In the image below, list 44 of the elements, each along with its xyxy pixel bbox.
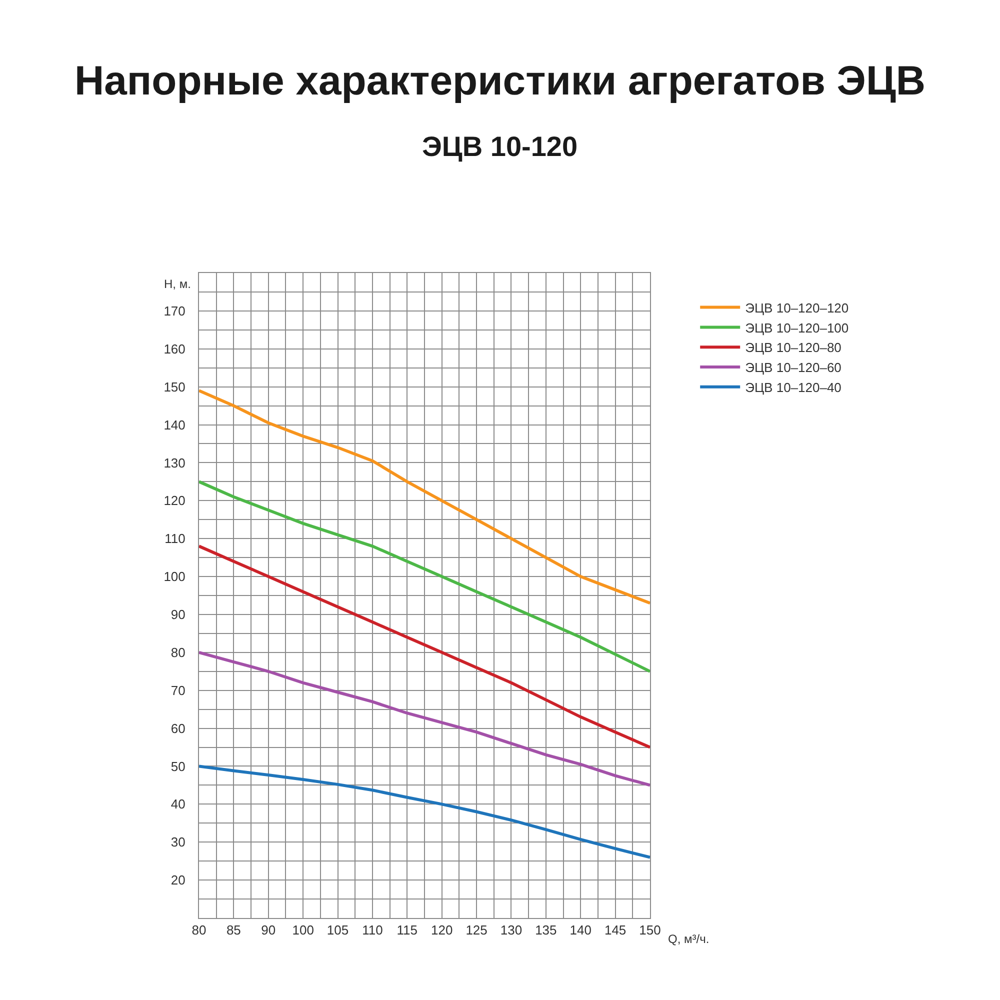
line-series <box>199 764 650 859</box>
legend-label: ЭЦВ 10–120–40 <box>745 380 842 395</box>
x-tick-label: 130 <box>500 922 522 938</box>
x-tick-label: 150 <box>639 922 661 938</box>
chart-title: Напорные характеристики агрегатов ЭЦВ <box>74 57 926 104</box>
x-tick-label: 105 <box>326 922 349 938</box>
y-tick-label: 110 <box>164 531 186 546</box>
x-tick-label: 85 <box>226 922 241 938</box>
x-tick-label: 90 <box>261 922 276 938</box>
legend-label: ЭЦВ 10–120–120 <box>745 300 849 316</box>
line-series <box>199 480 650 673</box>
y-tick-label: 170 <box>164 303 186 318</box>
y-axis-title: Н, м. <box>164 277 191 291</box>
y-tick-label: 90 <box>170 607 186 622</box>
legend-label: ЭЦВ 10–120–80 <box>745 340 842 356</box>
y-tick-label: 130 <box>164 455 186 470</box>
y-tick-label: 30 <box>170 834 186 850</box>
y-tick-label: 60 <box>170 720 186 736</box>
y-tick-label: 140 <box>164 417 186 432</box>
y-tick-label: 20 <box>170 872 186 888</box>
y-tick-label: 80 <box>170 644 186 660</box>
y-tick-label: 150 <box>164 379 186 394</box>
x-tick-label: 100 <box>292 922 314 938</box>
x-tick-label: 120 <box>431 922 453 938</box>
x-tick-label: 125 <box>466 922 488 938</box>
x-tick-label: 145 <box>604 922 626 938</box>
x-tick-label: 135 <box>535 922 557 938</box>
y-tick-label: 120 <box>164 493 186 508</box>
y-tick-label: 100 <box>164 569 186 584</box>
y-tick-label: 40 <box>170 796 186 812</box>
x-tick-label: 80 <box>192 922 206 938</box>
y-tick-label: 70 <box>170 682 186 698</box>
x-tick-label: 140 <box>570 922 592 938</box>
x-axis-title: Q, м³/ч. <box>668 932 710 946</box>
line-series <box>199 389 650 605</box>
legend-label: ЭЦВ 10–120–60 <box>745 360 842 376</box>
y-tick-label: 160 <box>164 341 186 356</box>
line-series <box>199 544 650 749</box>
legend-label: ЭЦВ 10–120–100 <box>745 320 849 336</box>
chart-subtitle: ЭЦВ 10-120 <box>422 131 578 162</box>
x-tick-label: 115 <box>396 922 418 938</box>
x-tick-label: 110 <box>362 922 383 938</box>
y-tick-label: 50 <box>170 758 186 774</box>
line-series <box>199 650 650 787</box>
